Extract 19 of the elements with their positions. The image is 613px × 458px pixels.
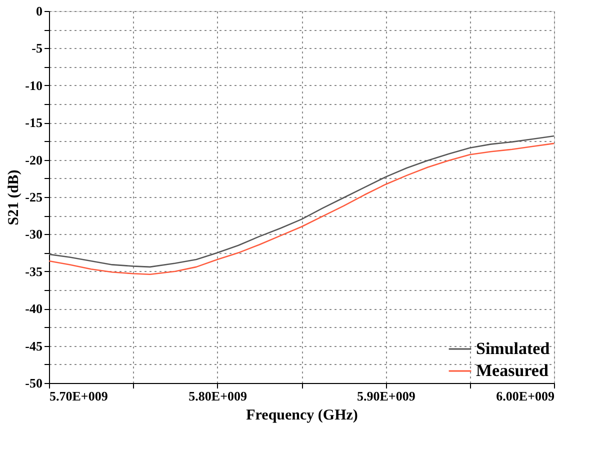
y-tick-label: -20 xyxy=(25,152,42,168)
x-tick-label: 5.70E+009 xyxy=(50,388,108,404)
legend-label: Simulated xyxy=(476,339,550,358)
y-tick-label: -40 xyxy=(25,301,42,316)
legend-label: Measured xyxy=(476,361,549,380)
y-tick-label: -35 xyxy=(25,264,43,279)
y-tick-label: -50 xyxy=(25,376,42,390)
y-tick-label: -30 xyxy=(25,226,42,242)
y-tick-label: -45 xyxy=(25,338,43,354)
y-tick-label: -10 xyxy=(25,78,42,93)
y-tick-label: -15 xyxy=(25,115,43,130)
x-axis-title: Frequency (GHz) xyxy=(246,408,358,424)
x-tick-label: 5.80E+009 xyxy=(188,388,248,404)
y-tick-label: -25 xyxy=(25,190,43,204)
y-tick-label: 0 xyxy=(36,4,42,18)
y-tick-label: -5 xyxy=(32,40,43,56)
x-tick-label: 5.90E+009 xyxy=(356,388,416,404)
x-tick-label: 6.00E+009 xyxy=(496,388,555,404)
y-axis-title: S21 (dB) xyxy=(6,170,22,226)
